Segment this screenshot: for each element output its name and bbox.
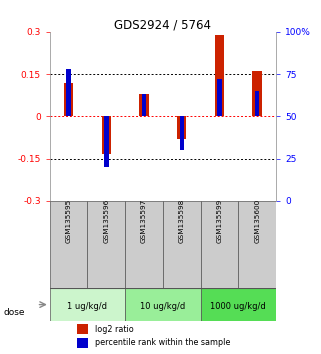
Text: GSM135595: GSM135595 (65, 198, 72, 242)
Text: percentile rank within the sample: percentile rank within the sample (95, 338, 230, 347)
Bar (125, 288, 201, 321)
Bar (77, 324, 88, 334)
Bar (102, 116, 111, 154)
Bar (87, 201, 125, 288)
Bar (217, 79, 222, 116)
Text: dose: dose (3, 308, 25, 317)
Bar (50, 201, 87, 288)
Text: GSM135599: GSM135599 (216, 198, 222, 242)
Text: GSM135597: GSM135597 (141, 198, 147, 242)
Bar (142, 95, 146, 116)
Bar (50, 288, 125, 321)
Bar (215, 35, 224, 116)
Bar (253, 71, 262, 116)
Bar (163, 201, 201, 288)
Bar (201, 201, 238, 288)
Bar (201, 288, 276, 321)
Bar (238, 201, 276, 288)
Bar (64, 82, 73, 116)
Bar (139, 94, 149, 116)
Bar (66, 69, 71, 116)
Text: log2 ratio: log2 ratio (95, 325, 133, 333)
Text: 1000 ug/kg/d: 1000 ug/kg/d (211, 302, 266, 311)
Text: GSM135596: GSM135596 (103, 198, 109, 242)
Title: GDS2924 / 5764: GDS2924 / 5764 (114, 19, 212, 32)
Text: 10 ug/kg/d: 10 ug/kg/d (140, 302, 186, 311)
Text: GSM135600: GSM135600 (254, 198, 260, 242)
Text: GSM135598: GSM135598 (179, 198, 185, 242)
Text: 1 ug/kg/d: 1 ug/kg/d (67, 302, 108, 311)
Bar (77, 338, 88, 348)
Bar (125, 201, 163, 288)
Bar (255, 91, 259, 116)
Bar (177, 116, 187, 139)
Bar (104, 116, 108, 167)
Bar (179, 116, 184, 150)
